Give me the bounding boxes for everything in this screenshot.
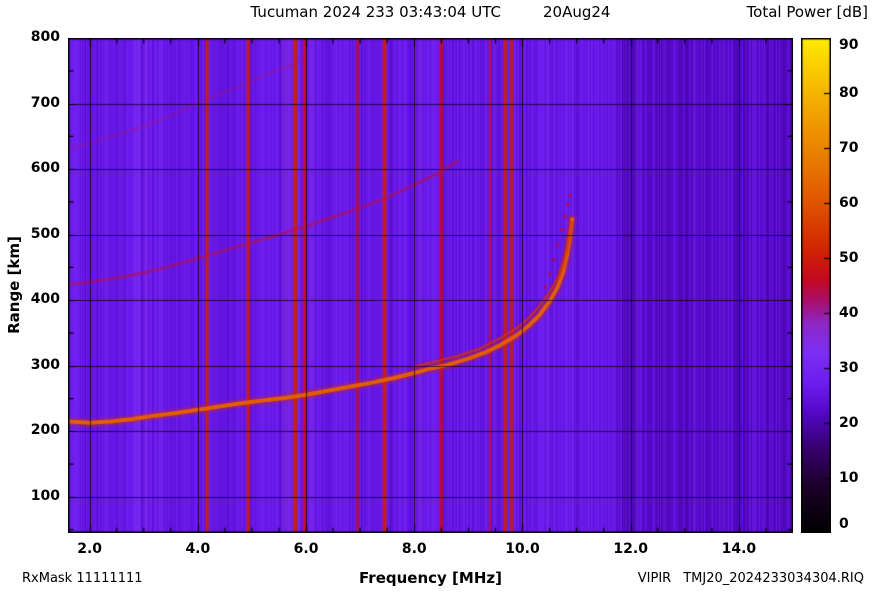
x-axis-tick-label: 6.0	[293, 541, 319, 557]
plot-title: Tucuman 2024 233 03:43:04 UTC 20Aug24	[68, 3, 793, 21]
colorbar-tick-label: 20	[839, 414, 859, 431]
rxmask-label: RxMask 11111111	[22, 571, 143, 586]
file-info: VIPIR TMJ20_2024233034304.RIQ	[638, 571, 864, 586]
x-axis-tick-label: 14.0	[721, 541, 757, 557]
colorbar-tick-label: 0	[839, 516, 849, 532]
y-axis-label: Range [km]	[5, 236, 23, 334]
filename-label: TMJ20_2024233034304.RIQ	[683, 571, 864, 586]
colorbar-tick-label: 90	[839, 37, 859, 53]
x-axis-label: Frequency [MHz]	[359, 569, 502, 587]
y-axis-tick-label: 300	[30, 356, 60, 373]
colorbar-tick-label: 10	[839, 469, 859, 486]
x-axis-tick-label: 10.0	[505, 541, 540, 557]
y-axis-tick-label: 700	[30, 94, 60, 111]
y-axis-tick-label: 800	[30, 29, 60, 45]
x-axis-tick-label: 4.0	[185, 541, 211, 557]
instrument-label: VIPIR	[637, 571, 672, 586]
colorbar-tick-label: 80	[839, 84, 859, 101]
y-axis-tick-label: 500	[30, 225, 60, 242]
ionogram-heatmap	[68, 38, 793, 533]
colorbar-tick-label: 60	[839, 194, 859, 211]
y-axis-tick-label: 100	[30, 487, 60, 504]
y-axis-tick-label: 400	[30, 291, 60, 308]
colorbar-title: Total Power [dB]	[746, 3, 868, 21]
x-axis-tick-label: 12.0	[613, 541, 648, 557]
colorbar	[801, 38, 831, 533]
colorbar-tick-label: 50	[839, 249, 859, 266]
y-axis-tick-label: 600	[30, 160, 60, 177]
y-axis-tick-label: 200	[30, 422, 60, 439]
station-datetime-label: Tucuman 2024 233 03:43:04 UTC	[250, 3, 501, 21]
colorbar-tick-label: 40	[839, 304, 859, 321]
colorbar-tick-label: 30	[839, 359, 859, 376]
x-axis-tick-label: 8.0	[401, 541, 427, 557]
date-label: 20Aug24	[542, 3, 611, 21]
x-axis-tick-label: 2.0	[77, 541, 103, 557]
colorbar-tick-label: 70	[839, 139, 859, 156]
